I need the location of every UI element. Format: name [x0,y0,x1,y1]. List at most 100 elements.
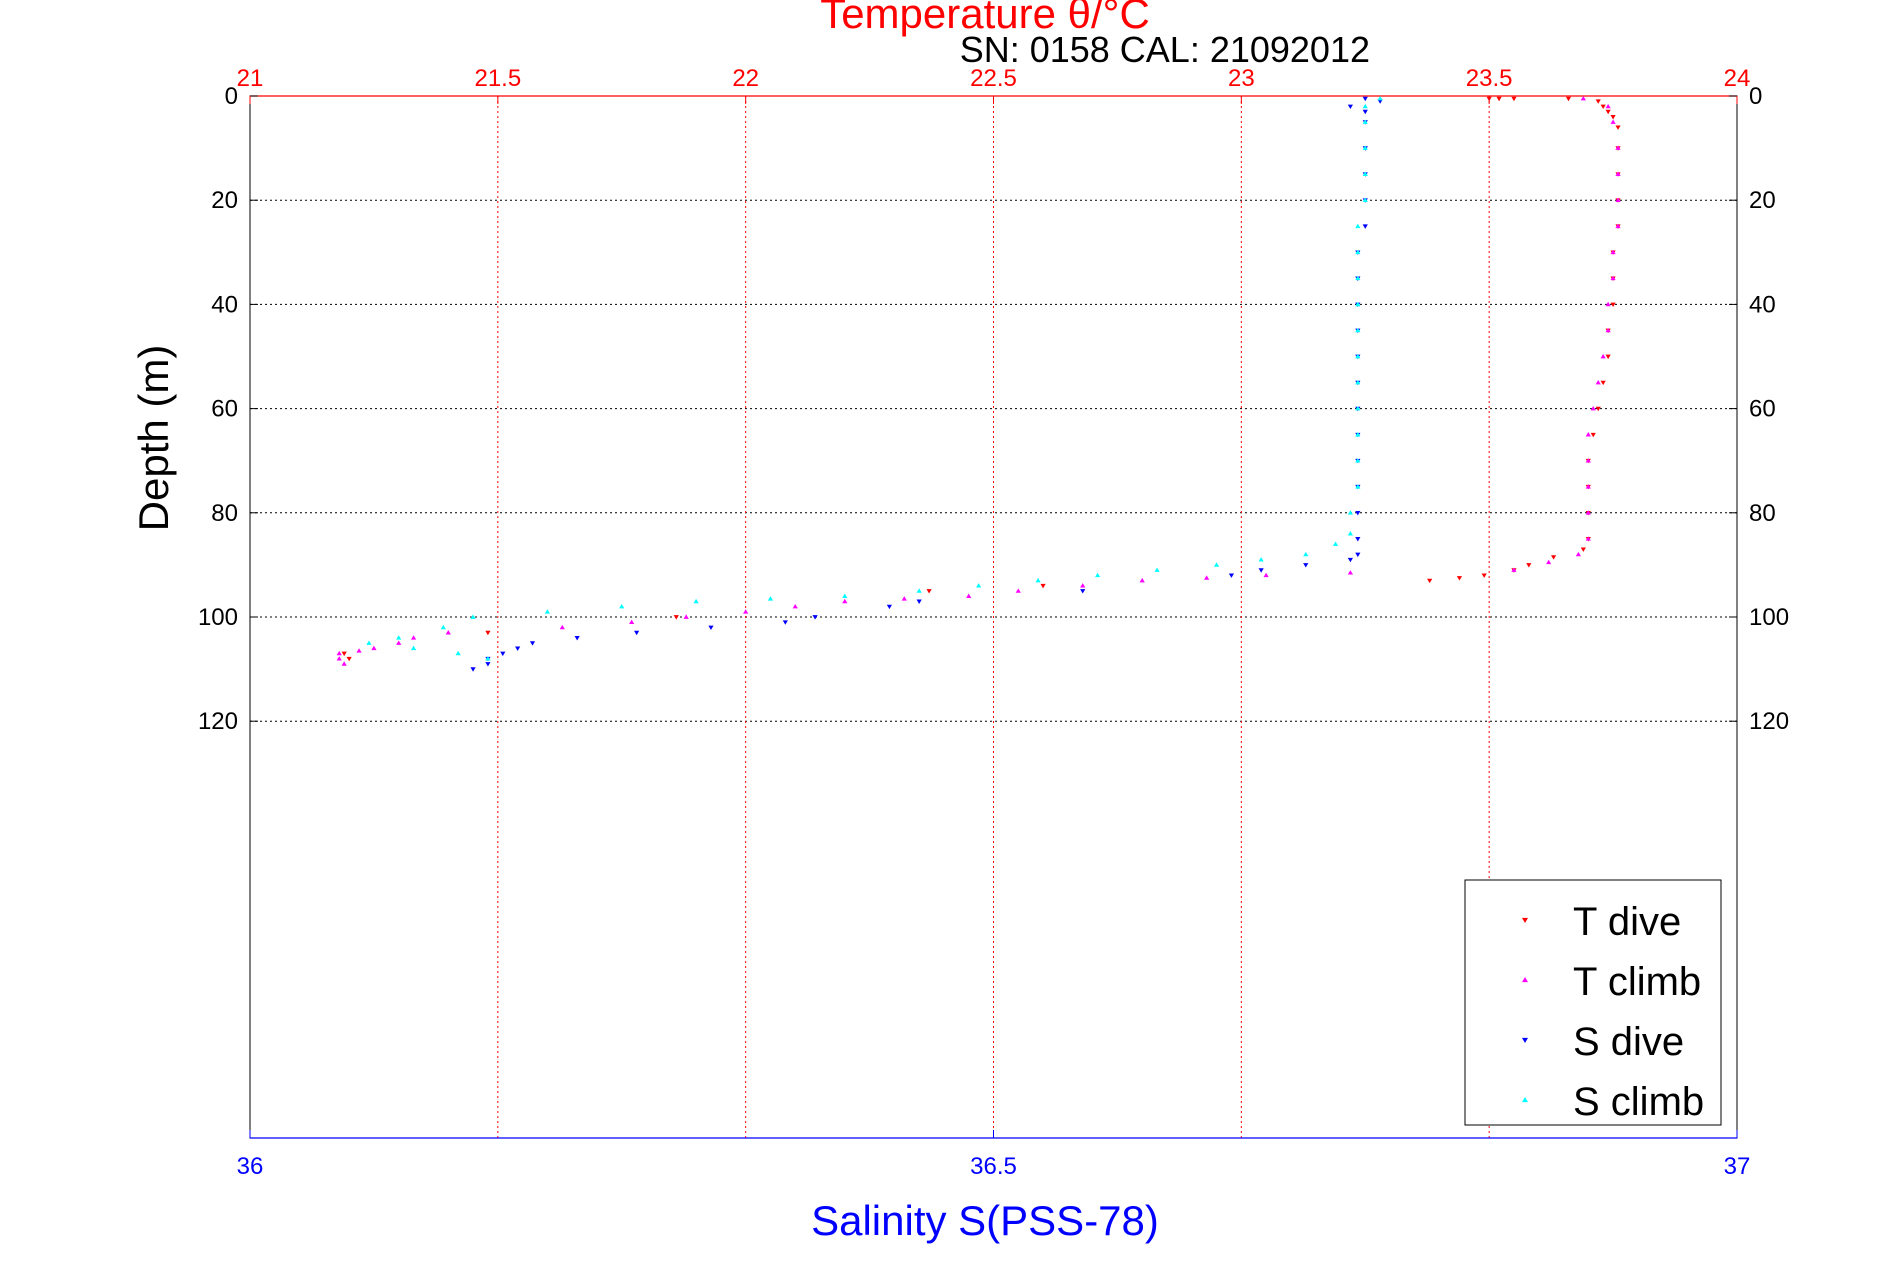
y-tick-label-left: 20 [211,187,238,214]
data-point [366,640,372,645]
data-point [1526,563,1532,568]
legend-marker [1522,1037,1528,1043]
data-point [1347,570,1353,575]
data-point [619,603,625,609]
data-point [1355,249,1361,255]
data-point [341,661,347,666]
legend-box [1464,879,1722,1126]
data-point [1610,119,1616,124]
data-point [336,650,342,656]
y-tick-label-right: 0 [1749,83,1762,110]
data-point [1486,96,1492,102]
data-point [1610,275,1616,281]
y-tick-label-right: 120 [1749,708,1789,735]
top-tick-label: 22 [732,65,759,92]
data-point [1355,275,1361,281]
data-point [470,667,476,672]
data-point [1355,223,1361,229]
data-point [1204,575,1210,580]
ticks: 0 0 20 20 40 40 60 60 80 80 100 100 120 120 21 21.5 22 22… [198,65,1789,1180]
y-tick-label-right: 100 [1749,604,1789,631]
y-axis-label: Depth (m) [130,345,177,532]
data-point [1362,171,1368,176]
data-point [693,598,699,604]
data-point [1355,327,1361,333]
data-point [1551,555,1557,560]
data-point [1605,301,1611,307]
top-tick-label: 21.5 [474,65,521,92]
data-point [1035,577,1041,583]
legend-marker [1522,917,1528,923]
data-point [629,619,635,625]
data-point [1094,572,1101,578]
data-point [1355,432,1361,437]
data-point [916,599,922,604]
top-tick-label: 22.5 [970,65,1017,92]
data-point [901,596,907,601]
data-point [1362,109,1368,115]
bottom-tick-label: 36.5 [970,1153,1017,1180]
data-point [1347,557,1353,563]
y-tick-label-left: 40 [211,291,238,318]
data-point [842,598,848,604]
y-tick-label-right: 20 [1749,187,1776,214]
top-tick-label: 21 [237,65,264,92]
data-point [1355,379,1361,385]
data-point [1258,557,1264,562]
data-point [445,630,451,635]
data-point [812,615,818,620]
data-point [1615,145,1621,150]
data-point [1610,115,1616,120]
chart-subtitle: SN: 0158 CAL: 21092012 [960,29,1370,70]
data-point [410,635,417,640]
data-point [1427,578,1433,584]
data-point [1585,458,1591,463]
data-point [683,614,689,619]
data-point [1605,354,1611,360]
data-point [1303,551,1309,557]
data-point [1377,99,1383,104]
data-point [1585,536,1591,541]
data-point [792,603,798,609]
y-tick-label-left: 0 [225,83,238,110]
data-point [1355,458,1361,463]
y-tick-label-right: 80 [1749,500,1776,527]
data-point [1600,104,1606,110]
data-point [976,583,982,588]
data-point [410,645,417,651]
legend: T dive T climb S dive S climb [1464,879,1722,1126]
data-point [1213,562,1220,567]
data-point [966,593,972,598]
data-point [1154,567,1160,572]
data-point [544,609,550,614]
legend-label: S dive [1573,1020,1684,1064]
data-point [1615,125,1621,130]
data-point [1362,119,1368,124]
top-tick-label: 23.5 [1466,65,1513,92]
data-point [1590,432,1596,438]
data-point [1377,96,1383,101]
data-point [1546,559,1552,565]
top-tick-label: 24 [1724,65,1751,92]
data-point [1496,96,1502,102]
data-point [1605,327,1611,333]
data-point [1595,406,1601,412]
data-point [1595,99,1601,104]
data-point [1600,380,1606,386]
chart-title: Temperature θ/°C [820,0,1150,37]
bottom-tick-label: 36 [237,1153,264,1180]
data-point [455,650,461,656]
data-point [1355,537,1361,542]
data-point [1332,541,1339,546]
data-point [396,635,402,640]
data-point [1355,552,1361,558]
data-point [1580,96,1586,101]
x-axis-label-bottom: Salinity S(PSS-78) [811,1197,1159,1244]
data-point [1481,573,1487,578]
data-point [1362,96,1368,102]
data-point [1228,573,1235,578]
data-point [1080,583,1086,588]
data-point [926,589,932,594]
data-point [559,624,565,630]
